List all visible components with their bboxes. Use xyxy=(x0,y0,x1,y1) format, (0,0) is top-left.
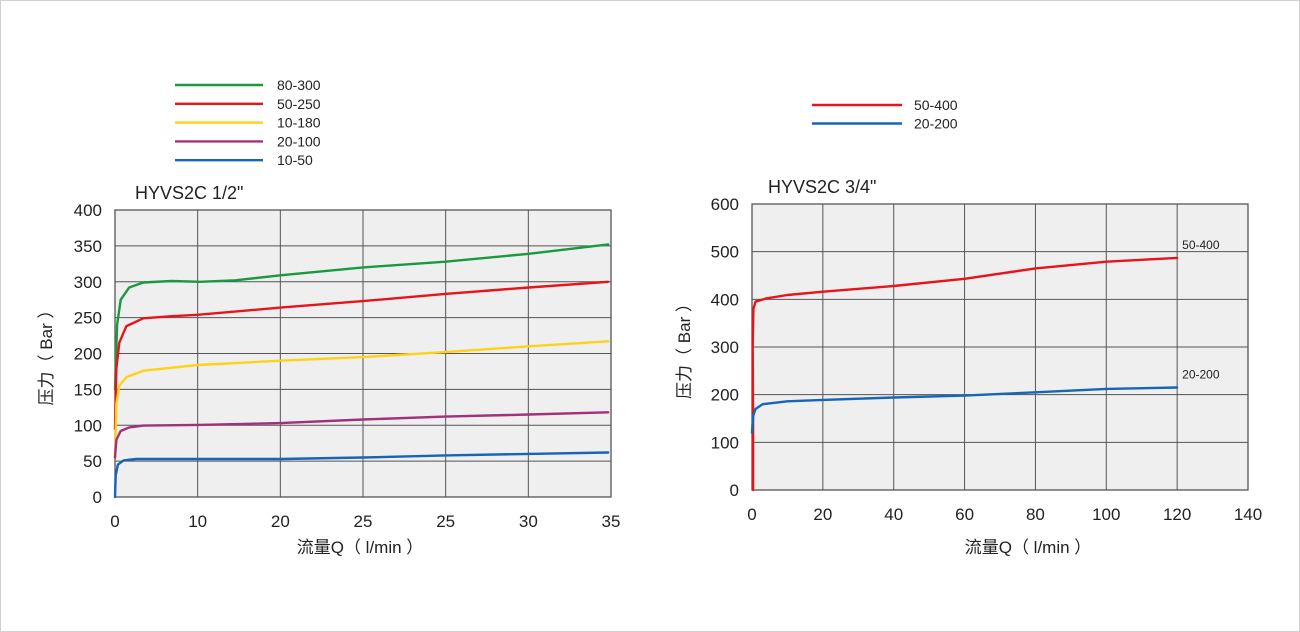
x-tick-label: 0 xyxy=(110,512,119,531)
legend-label: 50-250 xyxy=(277,96,321,112)
x-tick-label: 30 xyxy=(519,512,538,531)
y-tick-label: 0 xyxy=(93,488,102,507)
y-tick-label: 50 xyxy=(83,452,102,471)
series-line-10-180 xyxy=(113,340,610,459)
legend-label: 80-300 xyxy=(277,77,321,93)
series-line-50-400 xyxy=(751,256,1179,492)
x-tick-label: 20 xyxy=(813,505,832,524)
x-tick-label: 80 xyxy=(1026,505,1045,524)
y-axis-label: 压力（ Bar ） xyxy=(37,302,56,406)
x-tick-label: 60 xyxy=(955,505,974,524)
y-tick-label: 0 xyxy=(730,481,739,500)
legend-label: 20-200 xyxy=(914,116,958,132)
series-end-label: 50-400 xyxy=(1182,238,1220,252)
legend-label: 50-400 xyxy=(914,97,958,113)
chart-1: 0 50 100 150 200 250 300 350 400 0 10 20 25 25 30 35 HYV… xyxy=(37,77,620,557)
chart-title: HYVS2C 3/4" xyxy=(768,177,876,197)
y-tick-label: 350 xyxy=(74,237,102,256)
y-tick-label: 150 xyxy=(74,380,102,399)
y-tick-label: 300 xyxy=(74,273,102,292)
y-tick-label: 400 xyxy=(74,201,102,220)
y-tick-label: 200 xyxy=(711,386,739,405)
series-line-20-100 xyxy=(113,411,610,459)
chart-2: 0 100 200 300 400 500 600 0 20 40 60 80 100 120 140 HYV… xyxy=(675,97,1262,557)
series-line-80-300 xyxy=(113,243,610,391)
legend-label: 10-180 xyxy=(277,115,321,131)
y-tick-label: 100 xyxy=(711,433,739,452)
x-tick-label: 25 xyxy=(436,512,455,531)
chart-title: HYVS2C 1/2" xyxy=(135,183,243,203)
y-tick-label: 400 xyxy=(711,290,739,309)
y-tick-label: 600 xyxy=(711,195,739,214)
y-axis-label: 压力（ Bar ） xyxy=(675,295,694,399)
y-tick-label: 200 xyxy=(74,345,102,364)
x-tick-label: 40 xyxy=(884,505,903,524)
series-line-50-250 xyxy=(113,280,610,430)
x-tick-label: 25 xyxy=(354,512,373,531)
y-tick-label: 500 xyxy=(711,243,739,262)
x-axis-label: 流量Q（ l/min ） xyxy=(297,538,424,557)
legend-label: 20-100 xyxy=(277,133,321,149)
series-line-10-50 xyxy=(113,451,610,499)
x-tick-label: 10 xyxy=(188,512,207,531)
y-tick-label: 250 xyxy=(74,309,102,328)
x-tick-label: 0 xyxy=(747,505,756,524)
legend-label: 10-50 xyxy=(277,152,313,168)
series-line-20-200 xyxy=(750,386,1179,434)
x-tick-label: 120 xyxy=(1163,505,1191,524)
series-end-label: 20-200 xyxy=(1182,368,1220,382)
x-tick-label: 140 xyxy=(1234,505,1262,524)
y-tick-label: 300 xyxy=(711,338,739,357)
x-tick-label: 100 xyxy=(1092,505,1120,524)
y-tick-label: 100 xyxy=(74,416,102,435)
x-tick-label: 35 xyxy=(602,512,621,531)
x-tick-label: 20 xyxy=(271,512,290,531)
x-axis-label: 流量Q（ l/min ） xyxy=(965,538,1092,557)
